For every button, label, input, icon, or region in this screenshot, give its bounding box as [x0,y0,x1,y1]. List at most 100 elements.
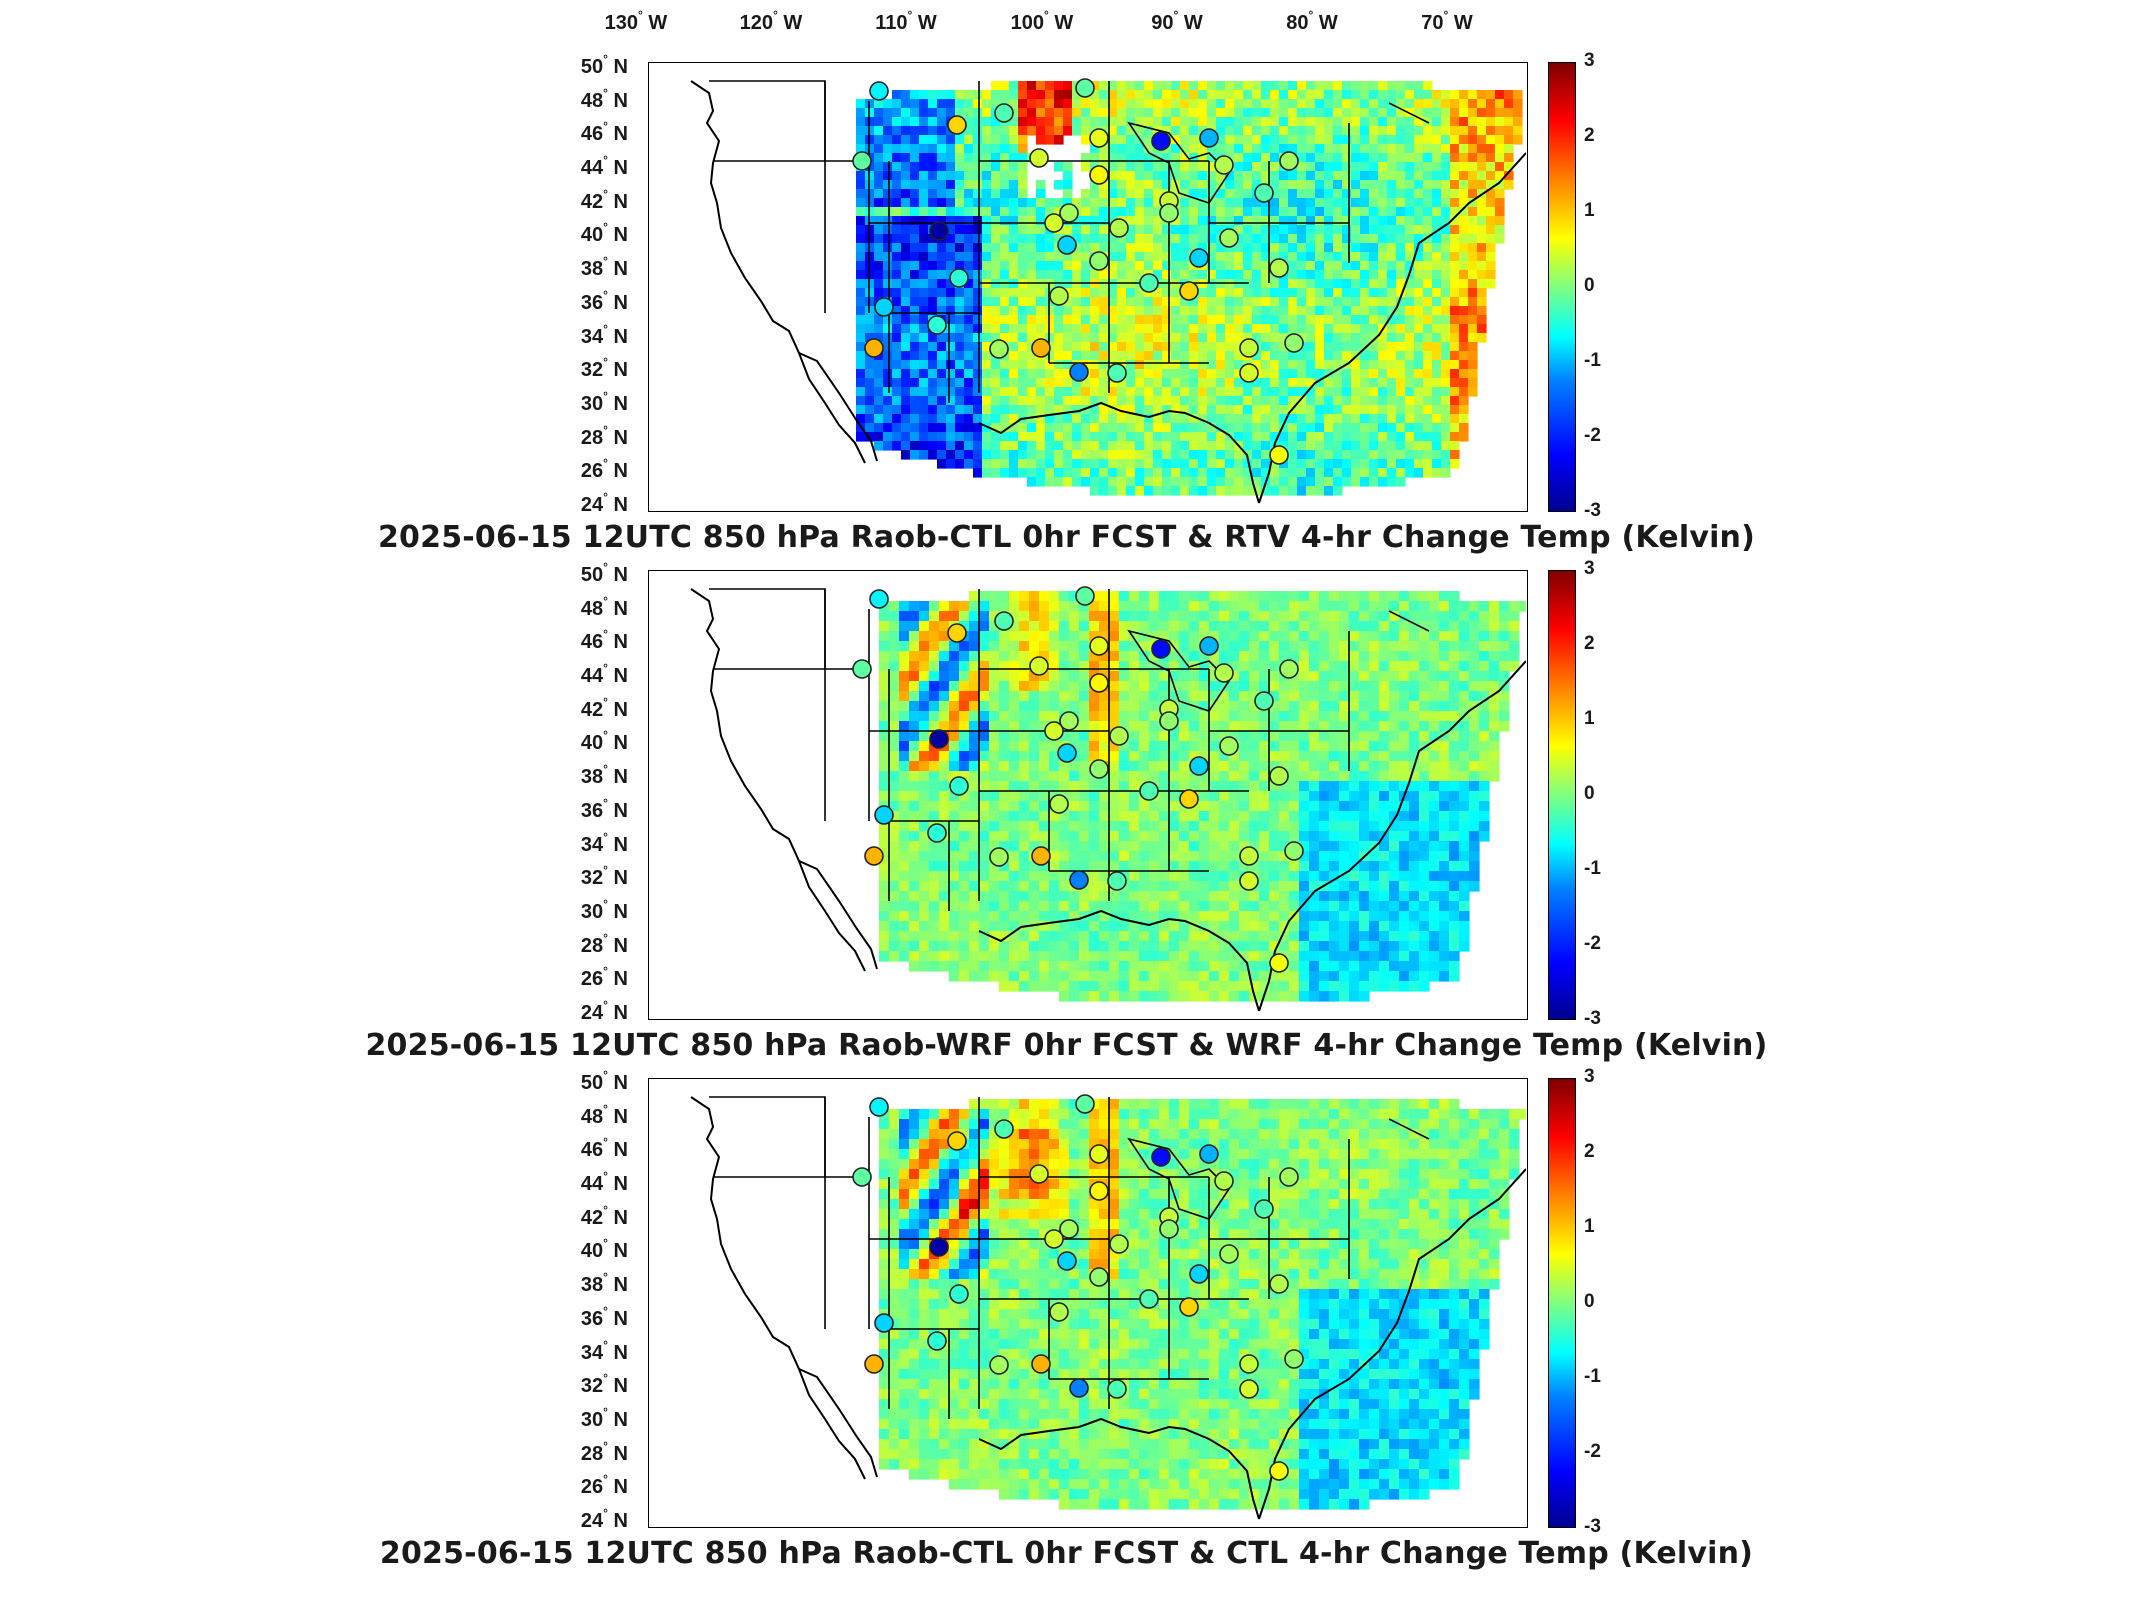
field-cell [1018,234,1028,244]
field-cell [1479,781,1490,792]
field-cell [1252,153,1262,163]
field-cell [973,396,983,406]
field-cell [1459,801,1470,812]
field-cell [1419,731,1430,742]
field-cell [1369,621,1380,632]
field-cell [1207,216,1217,226]
field-cell [1229,691,1240,702]
field-cell [1162,315,1172,325]
field-cell [1359,701,1370,712]
field-cell [1469,761,1480,772]
field-cell [1081,288,1091,298]
field-cell [1072,288,1082,298]
field-cell [883,189,893,199]
field-cell [929,631,940,642]
field-cell [1153,360,1163,370]
field-cell [1429,611,1440,622]
field-cell [1049,621,1060,632]
raob-station-marker [1089,251,1109,271]
field-cell [973,450,983,460]
field-cell [979,691,990,702]
field-cell [1306,288,1316,298]
field-cell [1081,396,1091,406]
field-cell [901,90,911,100]
field-cell [1039,831,1050,842]
field-cell [1079,701,1090,712]
field-cell [1139,861,1150,872]
field-cell [991,324,1001,334]
raob-station-marker [1075,78,1095,98]
field-cell [1039,591,1050,602]
field-cell [1299,871,1310,882]
field-cell [1090,414,1100,424]
field-cell [1409,801,1420,812]
lat-tick-label: 46° N [580,627,628,654]
field-cell [1179,681,1190,692]
field-cell [1059,611,1070,622]
field-cell [1329,691,1340,702]
field-cell [1054,360,1064,370]
field-cell [1324,450,1334,460]
field-cell [979,641,990,652]
field-cell [1441,189,1451,199]
field-cell [1479,801,1490,812]
field-cell [1405,225,1415,235]
field-cell [1207,459,1217,469]
field-cell [1405,405,1415,415]
field-cell [1171,99,1181,109]
field-cell [1198,99,1208,109]
field-cell [973,459,983,469]
field-cell [1054,234,1064,244]
field-cell [1409,731,1420,742]
field-cell [1179,731,1190,742]
field-cell [1269,721,1280,732]
field-cell [1054,180,1064,190]
field-cell [1209,731,1220,742]
field-cell [1329,781,1340,792]
field-cell [889,721,900,732]
field-cell [1045,81,1055,91]
field-cell [1369,731,1380,742]
field-cell [1081,153,1091,163]
field-cell [1396,189,1406,199]
field-cell [1342,261,1352,271]
field-cell [1108,135,1118,145]
field-cell [1405,459,1415,469]
field-cell [1351,207,1361,217]
field-cell [939,821,950,832]
field-cell [1459,135,1469,145]
field-cell [928,162,938,172]
field-cell [1369,681,1380,692]
field-cell [919,771,930,782]
field-cell [1389,841,1400,852]
field-cell [959,861,970,872]
field-cell [1441,135,1451,145]
field-cell [946,333,956,343]
raob-station-marker [1279,151,1299,171]
field-cell [1171,144,1181,154]
field-cell [1216,432,1226,442]
field-cell [892,333,902,343]
field-cell [1108,486,1118,496]
field-cell [1396,99,1406,109]
field-cell [1198,342,1208,352]
field-cell [969,711,980,722]
field-cell [892,396,902,406]
field-cell [1252,432,1262,442]
field-cell [1189,162,1199,172]
field-cell [955,153,965,163]
field-cell [1329,751,1340,762]
field-cell [1450,351,1460,361]
field-cell [969,861,980,872]
field-cell [1396,459,1406,469]
field-cell [1234,477,1244,487]
field-cell [937,126,947,136]
field-cell [1135,99,1145,109]
field-cell [1018,117,1028,127]
field-cell [1249,861,1260,872]
field-cell [1129,701,1140,712]
field-cell [1149,701,1160,712]
field-cell [1153,234,1163,244]
field-cell [929,771,940,782]
field-cell [879,701,890,712]
